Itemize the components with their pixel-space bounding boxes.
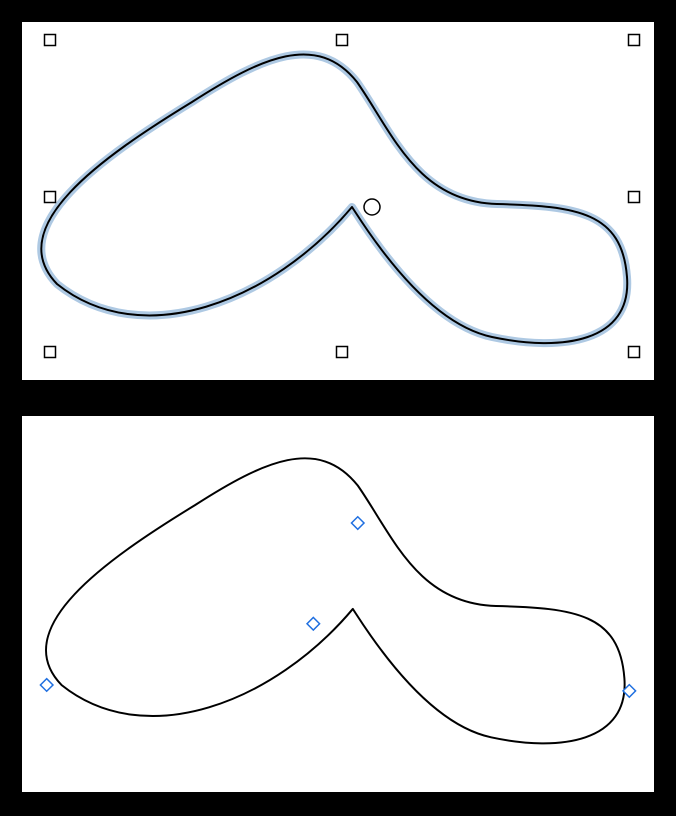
selection-handle[interactable] [629,192,640,203]
rotation-handle[interactable] [364,199,380,215]
selection-handle[interactable] [629,347,640,358]
canvas-bottom [22,416,654,792]
selection-handle[interactable] [337,347,348,358]
selection-handle[interactable] [45,35,56,46]
selection-handle[interactable] [45,192,56,203]
curve[interactable] [41,54,627,343]
path-node[interactable] [307,617,320,630]
canvas-top [22,22,654,380]
path-node[interactable] [40,679,53,692]
selection-handle[interactable] [45,347,56,358]
path-node[interactable] [351,517,364,530]
selection-handle[interactable] [337,35,348,46]
shape-nodes[interactable] [22,416,654,792]
edit-nodes [40,517,635,697]
curve-glow [41,54,627,343]
selection-handles [45,35,640,358]
selection-handle[interactable] [629,35,640,46]
curve[interactable] [46,458,625,743]
shape-selected[interactable] [22,22,654,380]
